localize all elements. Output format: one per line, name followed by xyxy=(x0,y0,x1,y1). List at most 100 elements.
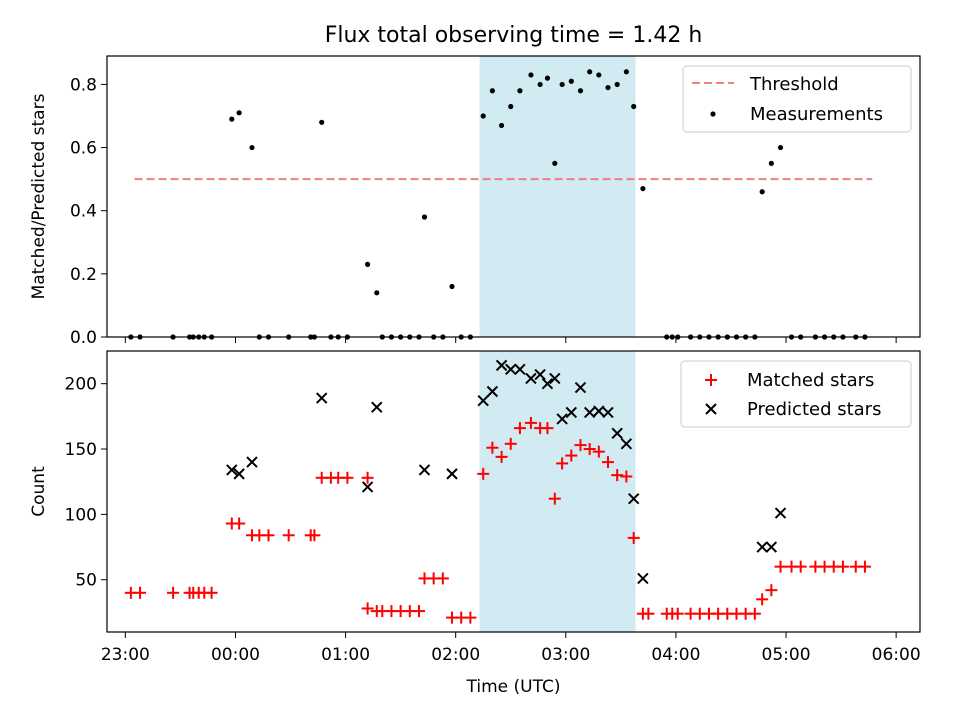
measurement-point xyxy=(768,160,774,166)
measurement-point xyxy=(759,189,765,195)
matched-point xyxy=(794,560,807,573)
count-panel: 50 100 150 200 23:00 00:00 01:00 02:00 03:00 04:… xyxy=(29,350,921,665)
x-tick-label: 04:00 xyxy=(651,645,700,665)
measurement-point xyxy=(577,88,584,94)
matched-point xyxy=(765,584,778,597)
count-y-label: Count xyxy=(29,466,49,517)
predicted-mark-b xyxy=(446,468,458,480)
predicted-mark-b xyxy=(418,464,431,476)
measurement-point xyxy=(596,72,602,78)
matched-point xyxy=(556,457,569,470)
predicted-mark-b xyxy=(495,359,508,372)
predicted-mark-b xyxy=(583,406,596,419)
measurement-point xyxy=(319,119,325,125)
measurement-point xyxy=(605,84,611,91)
predicted-point xyxy=(486,385,499,398)
predicted-mark-b xyxy=(574,381,587,394)
predicted-point xyxy=(611,427,623,440)
matched-point xyxy=(602,456,615,469)
x-tick-label: 06:00 xyxy=(872,645,921,665)
predicted-point xyxy=(316,392,328,404)
predicted-mark-b xyxy=(756,541,768,553)
x-tick-label: 01:00 xyxy=(321,645,370,665)
y-tick-label: 0.0 xyxy=(70,328,97,348)
predicted-point xyxy=(541,377,554,390)
measurement-point xyxy=(614,81,620,88)
matched-point xyxy=(858,560,871,573)
time-x-axis: 23:00 00:00 01:00 02:00 03:00 04:00 05:00 06:00 xyxy=(101,632,921,665)
measurement-point xyxy=(640,186,646,192)
measurement-point xyxy=(374,290,380,296)
matched-point xyxy=(671,607,684,620)
measurement-point xyxy=(229,116,235,122)
measurement-point xyxy=(623,69,629,75)
observing-window-band xyxy=(479,56,636,337)
predicted-mark-b xyxy=(525,372,537,385)
matched-point xyxy=(486,441,499,454)
count-plot-frame xyxy=(106,350,921,633)
matched-point xyxy=(412,605,425,618)
predicted-point xyxy=(565,406,578,419)
y-tick-label: 0.4 xyxy=(70,202,97,222)
y-tick-label: 0.2 xyxy=(70,265,97,285)
matched-point xyxy=(524,416,537,429)
matched-point xyxy=(262,529,275,542)
ratio-y-label: Matched/Predicted stars xyxy=(29,93,49,299)
measurement-point xyxy=(449,283,455,290)
y-tick-label: 200 xyxy=(65,375,97,395)
predicted-mark-b xyxy=(565,406,578,419)
matched-point xyxy=(756,593,769,606)
predicted-point xyxy=(371,401,383,413)
predicted-mark-b xyxy=(541,377,554,390)
x-tick-label: 00:00 xyxy=(211,645,260,665)
predicted-point xyxy=(525,372,537,385)
legend-matched-label: Matched stars xyxy=(747,370,874,391)
predicted-mark-b xyxy=(774,507,787,519)
count-y-axis: 50 100 150 200 xyxy=(65,375,107,591)
predicted-point xyxy=(226,464,238,476)
ratio-plot-frame xyxy=(106,55,921,338)
measurement-point xyxy=(421,214,428,220)
legend-measurements-swatch xyxy=(710,111,716,117)
count-points xyxy=(124,359,871,624)
predicted-point xyxy=(477,394,489,407)
matched-point xyxy=(548,492,561,505)
matched-point xyxy=(436,572,449,585)
predicted-point xyxy=(361,481,374,493)
predicted-mark-b xyxy=(602,406,614,419)
predicted-point xyxy=(446,468,458,480)
predicted-point xyxy=(246,456,258,468)
measurement-point xyxy=(498,122,505,129)
predicted-mark-b xyxy=(505,363,517,376)
matched-point xyxy=(611,469,624,482)
chart-title: Flux total observing time = 1.42 h xyxy=(325,23,703,48)
x-tick-label: 23:00 xyxy=(101,645,150,665)
predicted-mark-b xyxy=(316,392,328,404)
measurement-point xyxy=(777,144,784,151)
predicted-point xyxy=(756,541,768,553)
matched-point xyxy=(341,471,354,484)
predicted-mark-b xyxy=(233,468,245,480)
measurement-point xyxy=(365,261,371,267)
predicted-point xyxy=(774,507,787,519)
predicted-point xyxy=(534,368,546,381)
predicted-mark-b xyxy=(514,363,526,376)
matched-point xyxy=(774,560,787,573)
predicted-mark-b xyxy=(620,438,633,450)
measurement-point xyxy=(631,103,637,110)
predicted-point xyxy=(574,381,587,394)
measurement-point xyxy=(537,81,543,88)
observing-window-shade-top xyxy=(479,56,636,337)
ratio-panel: 0.00.20.40.60.8 Matched/Predicted stars … xyxy=(29,55,921,348)
x-tick-label: 03:00 xyxy=(541,645,590,665)
measurement-point xyxy=(544,75,551,81)
predicted-point xyxy=(765,541,778,553)
matched-point xyxy=(464,611,477,624)
matched-point xyxy=(748,607,761,620)
measurement-point xyxy=(568,78,574,84)
matched-point xyxy=(495,450,508,463)
observing-window-shade-bottom xyxy=(479,351,636,632)
predicted-point xyxy=(418,464,431,476)
measurement-point xyxy=(528,72,534,78)
y-tick-label: 0.8 xyxy=(70,75,97,95)
